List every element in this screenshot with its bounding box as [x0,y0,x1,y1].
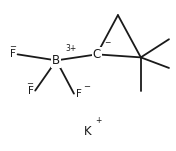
Text: −: − [104,39,111,48]
Text: −: − [84,82,91,91]
Text: C: C [93,48,101,61]
Text: F: F [10,49,16,59]
Text: 3+: 3+ [65,44,76,53]
Text: −: − [26,79,33,88]
Text: F: F [76,89,81,99]
Text: K: K [84,125,92,138]
Text: F: F [28,86,33,96]
Text: −: − [9,42,16,51]
Text: +: + [95,116,102,125]
Text: B: B [52,54,60,67]
